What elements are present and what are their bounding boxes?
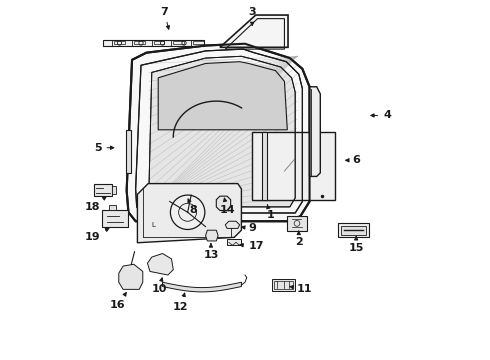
Polygon shape — [163, 282, 242, 292]
Text: 10: 10 — [151, 278, 167, 294]
Text: 14: 14 — [219, 198, 235, 215]
Polygon shape — [158, 62, 287, 130]
Polygon shape — [216, 196, 231, 211]
Text: L: L — [152, 222, 156, 228]
Polygon shape — [252, 132, 335, 200]
Text: 7: 7 — [160, 7, 170, 29]
Polygon shape — [101, 211, 128, 226]
Polygon shape — [272, 279, 295, 291]
Polygon shape — [137, 184, 242, 243]
Text: 17: 17 — [240, 241, 264, 251]
Text: 1: 1 — [266, 205, 274, 220]
Polygon shape — [225, 221, 240, 228]
Text: 3: 3 — [248, 7, 256, 26]
Polygon shape — [109, 205, 116, 211]
Polygon shape — [103, 40, 204, 45]
Polygon shape — [205, 230, 218, 241]
Text: 8: 8 — [188, 199, 197, 215]
Polygon shape — [227, 21, 283, 46]
Polygon shape — [287, 216, 307, 231]
Circle shape — [171, 195, 205, 229]
Polygon shape — [112, 186, 116, 194]
Text: 15: 15 — [348, 237, 364, 253]
Polygon shape — [94, 184, 112, 196]
Text: 6: 6 — [345, 155, 361, 165]
Text: 4: 4 — [371, 111, 391, 121]
Text: 16: 16 — [110, 293, 126, 310]
Polygon shape — [338, 223, 368, 237]
Polygon shape — [126, 44, 310, 221]
Text: 9: 9 — [242, 224, 256, 233]
Polygon shape — [147, 253, 173, 275]
Polygon shape — [341, 226, 366, 235]
Text: 13: 13 — [203, 244, 219, 260]
Polygon shape — [262, 132, 267, 200]
Text: 19: 19 — [85, 229, 109, 242]
Polygon shape — [227, 239, 242, 245]
Polygon shape — [220, 15, 288, 47]
Text: 12: 12 — [172, 293, 188, 312]
Text: 2: 2 — [295, 231, 303, 247]
Polygon shape — [310, 87, 320, 176]
Polygon shape — [119, 264, 143, 289]
Text: 11: 11 — [290, 284, 313, 294]
Polygon shape — [149, 58, 295, 207]
Text: 18: 18 — [85, 197, 106, 212]
Polygon shape — [126, 130, 131, 173]
Text: 5: 5 — [94, 143, 114, 153]
